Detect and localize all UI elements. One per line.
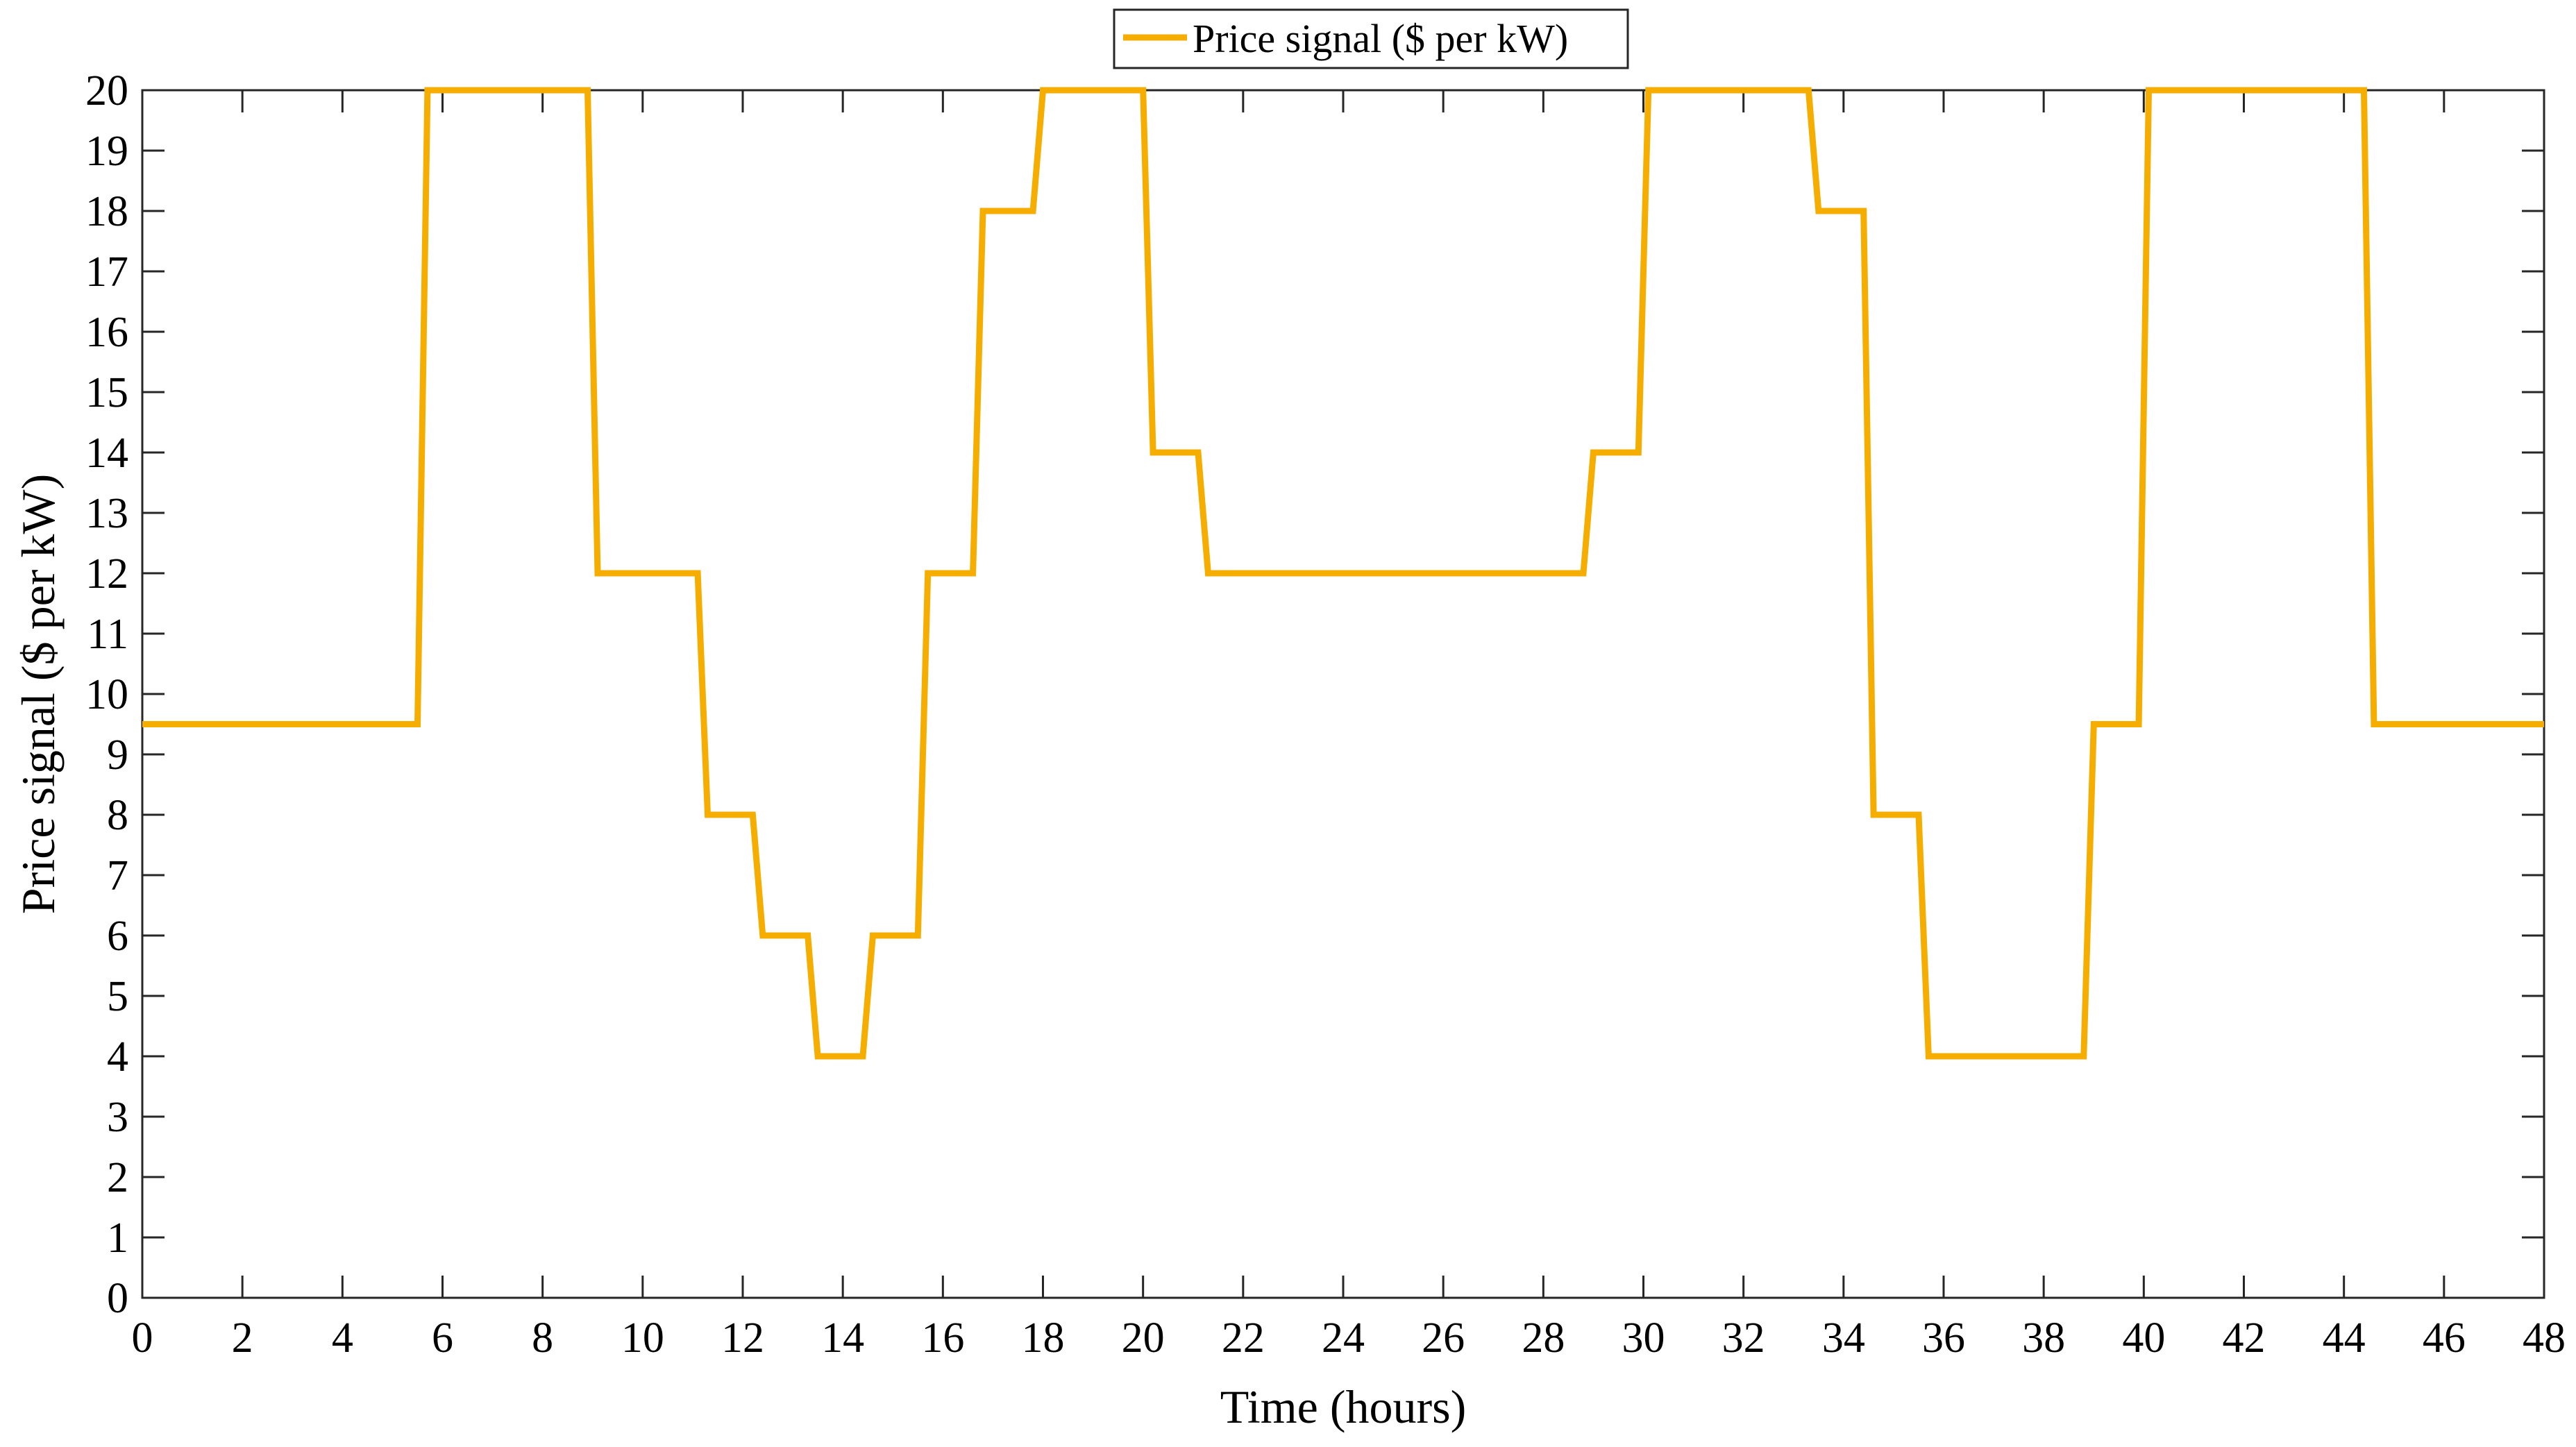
y-tick-label: 18: [85, 188, 128, 235]
x-tick-label: 18: [1022, 1314, 1065, 1362]
legend-label: Price signal ($ per kW): [1193, 16, 1568, 61]
y-tick-label: 12: [85, 550, 128, 598]
x-tick-label: 42: [2223, 1314, 2266, 1362]
x-tick-label: 0: [132, 1314, 153, 1362]
x-tick-label: 26: [1422, 1314, 1465, 1362]
y-tick-label: 15: [85, 369, 128, 416]
x-tick-label: 32: [1722, 1314, 1765, 1362]
y-tick-label: 13: [85, 490, 128, 537]
series-line: [142, 87, 2544, 1060]
y-tick-label: 2: [107, 1154, 128, 1201]
y-tick-label: 3: [107, 1094, 128, 1141]
x-tick-label: 10: [621, 1314, 664, 1362]
legend-box: [1113, 8, 1629, 69]
y-axis-title: Price signal ($ per kW): [12, 474, 65, 914]
x-tick-label: 46: [2423, 1314, 2466, 1362]
y-tick-label: 6: [107, 913, 128, 960]
y-tick-label: 1: [107, 1215, 128, 1262]
x-tick-label: 14: [821, 1314, 864, 1362]
plot-area: [141, 89, 2545, 1299]
x-tick-label: 38: [2022, 1314, 2065, 1362]
y-tick-label: 14: [85, 430, 128, 477]
y-tick-label: 8: [107, 792, 128, 839]
y-tick-label: 10: [85, 671, 128, 718]
x-tick-label: 22: [1222, 1314, 1265, 1362]
y-tick-label: 9: [107, 731, 128, 779]
x-axis: 0 2 4 6 8 10 12 14 16 18 20 22 24 26 28 30 32 34 36 38 40 42 4…: [132, 90, 2566, 1362]
y-tick-label: 11: [87, 611, 128, 658]
x-tick-label: 6: [432, 1314, 453, 1362]
x-axis-title: Time (hours): [1220, 1380, 1467, 1433]
y-tick-label: 5: [107, 973, 128, 1020]
y-tick-label: 7: [107, 852, 128, 899]
y-tick-label: 16: [85, 309, 128, 356]
x-tick-label: 20: [1122, 1314, 1165, 1362]
y-tick-label: 20: [85, 67, 128, 115]
y-tick-label: 19: [85, 128, 128, 175]
x-tick-label: 44: [2323, 1314, 2366, 1362]
x-tick-label: 12: [721, 1314, 764, 1362]
y-tick-label: 4: [107, 1033, 128, 1081]
x-tick-label: 34: [1822, 1314, 1865, 1362]
x-tick-label: 28: [1522, 1314, 1565, 1362]
x-tick-label: 40: [2122, 1314, 2165, 1362]
x-tick-label: 16: [921, 1314, 964, 1362]
series-layer: [142, 87, 2544, 1060]
y-tick-label: 0: [107, 1275, 128, 1322]
x-tick-label: 36: [1922, 1314, 1965, 1362]
x-tick-label: 2: [232, 1314, 253, 1362]
x-tick-label: 4: [332, 1314, 353, 1362]
y-tick-label: 17: [85, 248, 128, 296]
x-tick-label: 8: [532, 1314, 553, 1362]
x-tick-label: 24: [1322, 1314, 1365, 1362]
legend: Price signal ($ per kW): [1113, 8, 1629, 69]
x-tick-label: 48: [2523, 1314, 2566, 1362]
x-tick-label: 30: [1622, 1314, 1665, 1362]
